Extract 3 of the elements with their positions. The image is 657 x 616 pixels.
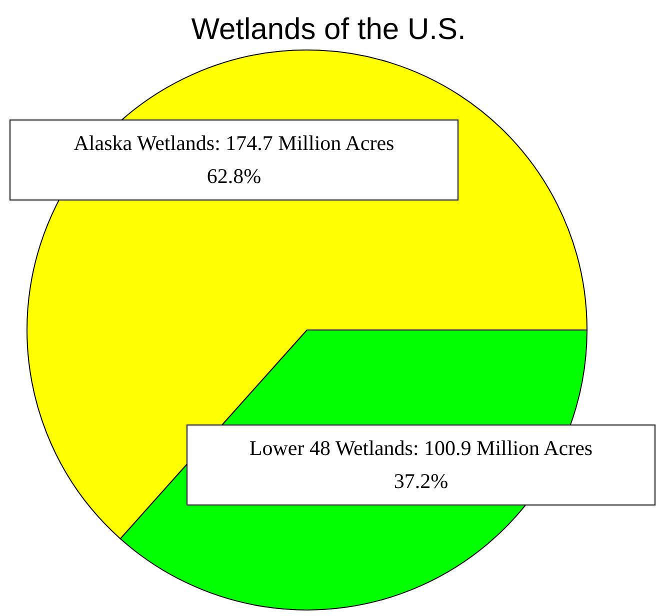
slice-label: Lower 48 Wetlands: 100.9 Million Acres 37.2% <box>249 436 593 493</box>
slice-label: Alaska Wetlands: 174.7 Million Acres 62.8% <box>74 131 394 188</box>
chart-title: Wetlands of the U.S. <box>191 13 466 46</box>
